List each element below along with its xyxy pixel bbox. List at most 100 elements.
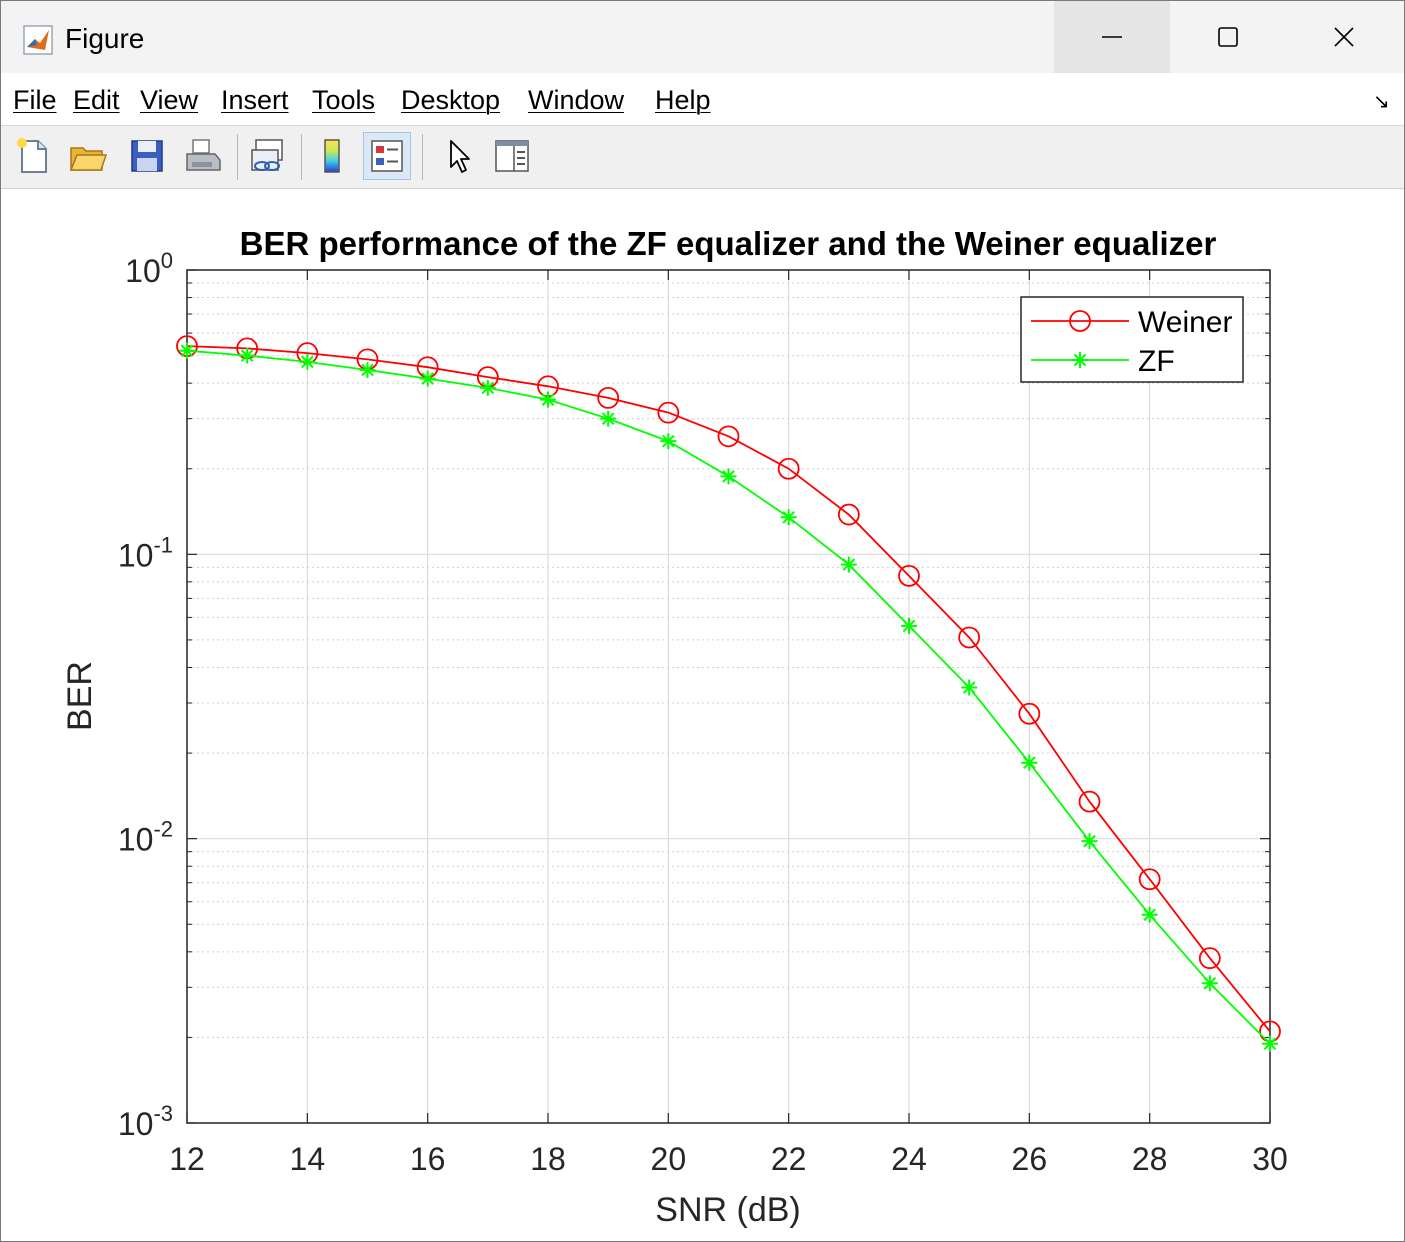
y-tick-base: 10	[125, 253, 161, 289]
zf-data-point	[780, 509, 797, 526]
legend-zf-marker	[1072, 352, 1088, 368]
zf-data-point	[1201, 975, 1218, 992]
insert-legend-button[interactable]	[363, 132, 411, 180]
menu-file[interactable]: File	[13, 85, 57, 115]
x-tick-label: 22	[771, 1141, 807, 1177]
zf-data-point	[1262, 1035, 1278, 1052]
y-tick-label: 10-1	[118, 532, 173, 573]
close-button[interactable]	[1286, 1, 1402, 73]
open-file-button[interactable]	[64, 132, 112, 180]
insert-colorbar-button[interactable]	[308, 132, 356, 180]
legend-icon	[371, 140, 403, 172]
weiner-data-point	[958, 626, 981, 649]
marker-stroke	[541, 393, 555, 406]
dock-figure-icon[interactable]: ↘	[1373, 91, 1390, 113]
zf-data-point	[961, 679, 978, 696]
weiner-data-point	[717, 425, 740, 448]
zf-data-point	[660, 433, 677, 450]
y-axis-label: BER	[61, 661, 99, 731]
y-tick-label: 100	[125, 248, 173, 289]
marker-stroke	[662, 434, 675, 448]
zf-data-point	[479, 379, 496, 396]
marker-stroke	[1263, 1037, 1277, 1051]
maximize-button[interactable]	[1170, 1, 1286, 73]
marker-stroke	[902, 619, 916, 633]
weiner-data-point	[777, 457, 800, 480]
menu-edit[interactable]: Edit	[73, 85, 120, 115]
toolbar-separator	[301, 134, 302, 180]
zf-data-point	[720, 468, 737, 485]
zf-data-point	[299, 353, 316, 370]
title-bar[interactable]: Figure	[1, 1, 1404, 73]
weiner-data-point	[597, 386, 620, 409]
weiner-series-line	[186, 345, 1271, 1032]
marker-stroke	[842, 558, 856, 571]
save-figure-button[interactable]	[123, 132, 171, 180]
menu-tools[interactable]: Tools	[312, 85, 376, 115]
x-tick-label: 20	[651, 1141, 687, 1177]
link-plot-button[interactable]	[244, 132, 292, 180]
minimize-button[interactable]	[1054, 1, 1170, 73]
zf-data-point	[359, 361, 376, 378]
figure-toolbar	[1, 126, 1404, 189]
y-tick-base: 10	[118, 537, 154, 573]
menu-view[interactable]: View	[140, 85, 199, 115]
y-tick-base: 10	[118, 822, 154, 858]
toolbar-separator	[237, 134, 238, 180]
print-figure-button[interactable]	[179, 132, 227, 180]
zf-series-line	[186, 349, 1271, 1045]
x-tick-label: 24	[891, 1141, 927, 1177]
folder-open-icon	[69, 147, 108, 171]
marker-stroke	[301, 355, 314, 369]
legend-box	[1020, 296, 1244, 383]
x-tick-label: 14	[290, 1141, 326, 1177]
marker-stroke	[1083, 834, 1096, 848]
menu-help[interactable]: Help	[655, 85, 711, 115]
property-inspector-button[interactable]	[488, 132, 536, 180]
axes-box	[186, 269, 1271, 1124]
zf-data-point	[600, 410, 617, 427]
y-tick-exponent: 0	[161, 248, 173, 273]
menu-bar: File Edit View Insert Tools Desktop Wind…	[1, 73, 1404, 126]
weiner-data-point	[1138, 868, 1161, 891]
y-tick-label: 10-2	[118, 817, 173, 858]
marker-stroke	[601, 412, 615, 425]
marker-stroke	[782, 510, 795, 524]
new-figure-button[interactable]	[9, 132, 57, 180]
weiner-data-point	[1018, 702, 1041, 725]
zf-data-point	[1021, 754, 1038, 771]
x-tick-label: 16	[410, 1141, 446, 1177]
marker-stroke	[722, 470, 735, 483]
marker-stroke	[481, 381, 495, 395]
zf-data-point	[840, 556, 857, 573]
menu-desktop[interactable]: Desktop	[401, 85, 501, 115]
printer-icon	[186, 139, 221, 171]
window-title: Figure	[65, 23, 145, 54]
weiner-data-point	[898, 564, 920, 587]
link-plot-icon	[251, 139, 283, 171]
weiner-data-point	[1198, 947, 1221, 970]
x-tick-label: 26	[1012, 1141, 1048, 1177]
marker-stroke	[1203, 976, 1217, 990]
zf-data-point	[179, 342, 195, 359]
matlab-logo-icon	[23, 25, 53, 55]
x-tick-label: 30	[1252, 1141, 1288, 1177]
legend-zf-label: ZF	[1138, 345, 1175, 378]
panel-icon	[495, 140, 529, 172]
legend-weiner-marker	[1069, 310, 1091, 332]
weiner-data-point	[837, 503, 860, 526]
save-icon	[131, 140, 163, 172]
y-tick-exponent: -2	[153, 817, 173, 842]
close-icon	[1334, 27, 1354, 47]
x-tick-label: 28	[1132, 1141, 1168, 1177]
menu-insert[interactable]: Insert	[221, 85, 289, 115]
menu-window[interactable]: Window	[528, 85, 625, 115]
marker-stroke	[962, 681, 976, 694]
x-axis-label: SNR (dB)	[655, 1191, 800, 1229]
zf-data-point	[1141, 906, 1158, 923]
edit-plot-button[interactable]	[433, 132, 481, 180]
new-file-icon	[17, 138, 47, 173]
marker-stroke	[361, 363, 374, 377]
